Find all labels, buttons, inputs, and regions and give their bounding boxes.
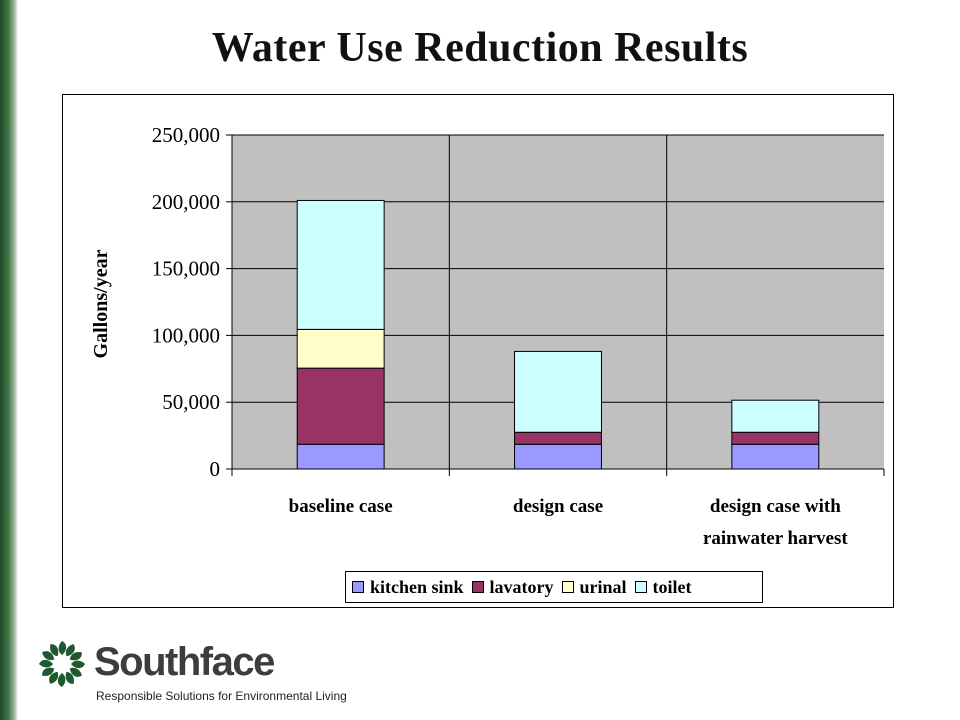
x-tick-label: baseline case [289, 496, 393, 517]
bar-segment-toilet [514, 350, 602, 433]
y-axis-title: Gallons/year [90, 249, 112, 358]
bar-segment-toilet [731, 399, 820, 433]
x-tick-label: rainwater harvest [703, 528, 848, 549]
legend-item-lavatory: lavatory [471, 576, 554, 598]
y-tick-label: 200,000 [152, 190, 220, 214]
legend-swatch-kitchen-sink [352, 581, 364, 593]
logo-petal [57, 673, 66, 687]
y-tick-label: 250,000 [152, 123, 220, 147]
logo-petal [49, 671, 59, 684]
stacked-bar-chart: 0 50,000 100,000 150,000 200,000 250,000 basel… [90, 123, 885, 549]
chart-frame: 0 50,000 100,000 150,000 200,000 250,000 basel… [62, 94, 894, 608]
legend-swatch-urinal [561, 581, 574, 593]
bar-segment-toilet [296, 199, 385, 330]
bar-segment-kitchen-sink [514, 443, 602, 470]
legend-item-toilet: toilet [634, 576, 692, 598]
x-tick-label: design case [513, 496, 603, 517]
logo-petal [65, 671, 74, 684]
legend-item-urinal: urinal [561, 576, 627, 598]
y-tick-label: 100,000 [152, 323, 220, 347]
bar-segment-lavatory [731, 431, 820, 445]
legend-swatch-lavatory [471, 581, 484, 593]
logo-name: Southface [94, 640, 275, 684]
logo-petal [65, 644, 75, 657]
y-tick-label: 50,000 [162, 390, 220, 414]
legend-item-kitchen-sink: kitchen sink [352, 577, 464, 598]
southface-logo: Southface Responsible Solutions for Envi… [38, 638, 368, 708]
chart-legend: kitchen sink lavatory urinal toilet [345, 571, 763, 603]
legend-label: urinal [579, 576, 627, 597]
logo-petal [50, 644, 59, 657]
bar-segment-kitchen-sink [296, 443, 385, 470]
logo-petal [42, 667, 55, 676]
bar-segment-lavatory [514, 431, 602, 445]
legend-label: lavatory [489, 576, 554, 597]
logo-tagline: Responsible Solutions for Environmental … [96, 689, 347, 703]
logo-petal [69, 652, 82, 661]
y-tick-label: 150,000 [152, 257, 220, 281]
legend-label: kitchen sink [370, 576, 464, 597]
logo-petal [58, 641, 67, 655]
legend-swatch-toilet [634, 581, 647, 593]
bar-segment-kitchen-sink [731, 443, 820, 470]
legend-label: toilet [652, 576, 692, 597]
logo-petal [71, 660, 85, 669]
logo-petal [39, 659, 53, 668]
logo-petal [69, 667, 82, 677]
bar-segment-lavatory [296, 367, 385, 445]
y-tick-label: 0 [210, 457, 221, 481]
x-tick-label: design case with [710, 496, 841, 517]
slide-title: Water Use Reduction Results [211, 25, 749, 71]
side-accent-bar [0, 0, 18, 720]
logo-petal [42, 651, 55, 661]
sunflower-logo-icon [39, 641, 85, 687]
bar-segment-urinal [296, 328, 385, 369]
